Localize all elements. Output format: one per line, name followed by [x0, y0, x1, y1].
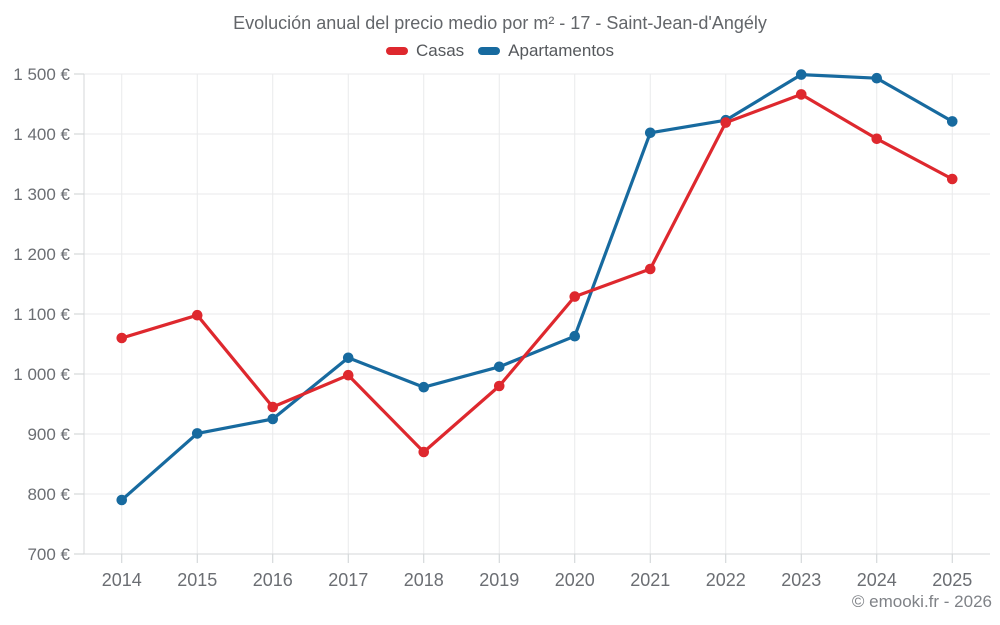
y-axis-label: 1 200 € [13, 245, 70, 264]
data-point-apartamentos-2019[interactable] [493, 361, 505, 373]
x-axis-label: 2018 [404, 570, 444, 590]
x-axis-label: 2021 [630, 570, 670, 590]
data-point-casas-2020[interactable] [569, 291, 581, 302]
x-axis-label: 2014 [102, 570, 142, 590]
legend-marker-casas-icon [385, 47, 408, 55]
series-line-apartamentos [120, 72, 954, 502]
data-point-casas-2019[interactable] [493, 380, 505, 392]
data-point-apartamentos-2021[interactable] [644, 127, 656, 139]
data-point-apartamentos-2025[interactable] [946, 116, 958, 127]
x-axis-label: 2025 [932, 570, 972, 590]
data-point-casas-2016[interactable] [267, 401, 279, 413]
legend-item-apartamentos[interactable]: Apartamentos [478, 41, 614, 61]
data-point-apartamentos-2020[interactable] [569, 330, 581, 342]
series-line-casas [120, 92, 954, 454]
y-axis-label: 1 000 € [13, 365, 70, 384]
x-axis-label: 2022 [706, 570, 746, 590]
x-axis-label: 2015 [177, 570, 217, 590]
y-axis-label: 1 100 € [13, 305, 70, 324]
data-point-apartamentos-2016[interactable] [267, 413, 279, 425]
data-point-apartamentos-2017[interactable] [342, 352, 354, 364]
legend-marker-apartamentos-icon [478, 47, 501, 55]
y-axis-label: 1 300 € [13, 185, 70, 204]
data-point-apartamentos-2014[interactable] [116, 494, 128, 506]
y-axis-label: 1 500 € [13, 65, 70, 84]
y-axis-label: 700 € [27, 545, 70, 564]
data-point-casas-2024[interactable] [871, 133, 883, 145]
chart-legend: Casas Apartamentos [0, 40, 1000, 62]
data-point-apartamentos-2018[interactable] [418, 381, 430, 393]
legend-label-casas: Casas [415, 41, 465, 60]
x-axis-label: 2020 [555, 570, 595, 590]
y-axis-label: 900 € [27, 425, 70, 444]
x-axis-label: 2019 [479, 570, 519, 590]
data-point-apartamentos-2015[interactable] [191, 428, 203, 439]
chart-title: Evolución anual del precio medio por m² … [233, 13, 767, 33]
y-axis-label: 1 400 € [13, 125, 70, 144]
data-point-casas-2014[interactable] [116, 332, 128, 344]
legend-label-apartamentos: Apartamentos [508, 41, 615, 60]
x-axis-label: 2016 [253, 570, 293, 590]
data-point-apartamentos-2023[interactable] [795, 69, 807, 80]
data-point-casas-2021[interactable] [644, 263, 656, 275]
x-axis-label: 2017 [328, 570, 368, 590]
data-point-casas-2023[interactable] [795, 89, 807, 100]
x-axis-label: 2023 [781, 570, 821, 590]
data-point-casas-2018[interactable] [418, 446, 430, 458]
x-axis-label: 2024 [857, 570, 897, 590]
data-point-casas-2017[interactable] [342, 369, 354, 381]
copyright-text: © emooki.fr - 2026 [851, 592, 992, 611]
data-point-casas-2025[interactable] [946, 173, 958, 185]
data-point-apartamentos-2024[interactable] [871, 72, 883, 84]
legend-item-casas[interactable]: Casas [385, 41, 465, 61]
data-point-casas-2022[interactable] [720, 117, 732, 128]
data-point-casas-2015[interactable] [191, 309, 203, 321]
y-axis-label: 800 € [27, 485, 70, 504]
